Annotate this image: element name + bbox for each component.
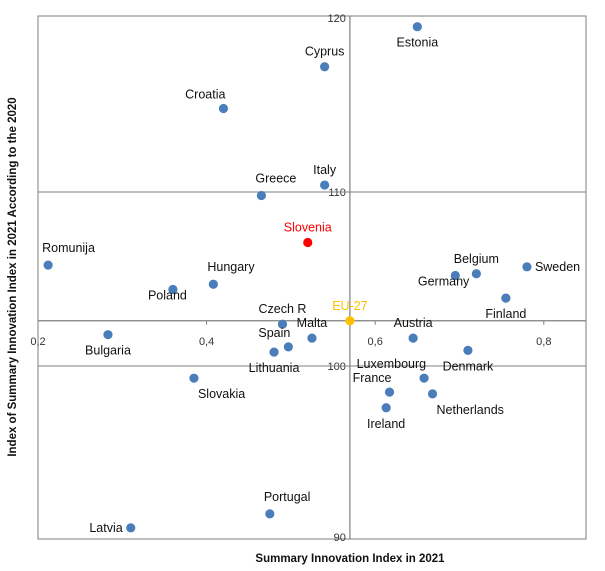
point-ireland (381, 403, 391, 413)
point-bulgaria (103, 330, 113, 340)
point-belgium (471, 269, 481, 279)
label-croatia: Croatia (185, 87, 225, 101)
x-tick-label: 0,2 (30, 336, 45, 348)
x-axis-title: Summary Innovation Index in 2021 (255, 553, 445, 565)
point-eu-27 (345, 316, 355, 326)
y-tick-label: 110 (328, 187, 346, 199)
point-slovakia (189, 373, 199, 383)
point-croatia (218, 103, 229, 114)
point-lithuania (269, 347, 279, 357)
point-romunija (43, 260, 53, 270)
label-estonia: Estonia (396, 36, 438, 50)
label-poland: Poland (148, 288, 187, 302)
label-finland: Finland (485, 307, 526, 321)
point-spain (283, 342, 293, 352)
point-luxembourg (419, 373, 429, 383)
point-sweden (522, 262, 532, 272)
point-poland (168, 284, 178, 295)
x-tick-label: 0,6 (368, 336, 383, 348)
point-austria (408, 333, 418, 343)
point-greece (256, 190, 266, 201)
x-tick-label: 0,4 (199, 336, 214, 348)
label-czech-r: Czech R (259, 302, 307, 316)
point-estonia (412, 22, 422, 32)
point-italy (320, 180, 330, 190)
label-cyprus: Cyprus (305, 45, 345, 59)
point-hungary (208, 279, 218, 289)
label-spain: Spain (258, 326, 290, 340)
label-germany: Germany (418, 275, 470, 289)
label-denmark: Denmark (443, 359, 494, 373)
label-netherlands: Netherlands (437, 403, 504, 417)
plot-frame (37, 15, 587, 540)
label-slovakia: Slovakia (198, 387, 245, 401)
label-sweden: Sweden (535, 260, 580, 274)
point-netherlands (427, 389, 438, 399)
label-portugal: Portugal (264, 490, 311, 504)
label-ireland: Ireland (367, 417, 405, 431)
point-germany (450, 270, 460, 281)
label-italy: Italy (313, 163, 337, 177)
point-portugal (265, 509, 275, 519)
y-tick-label: 100 (328, 361, 346, 373)
point-czech-r (277, 319, 288, 329)
point-denmark (463, 345, 473, 355)
label-latvia: Latvia (89, 521, 122, 535)
label-slovenia: Slovenia (284, 220, 332, 234)
label-malta: Malta (297, 316, 328, 330)
y-tick-label: 120 (328, 13, 346, 25)
label-lithuania: Lithuania (249, 361, 300, 375)
label-greece: Greece (255, 171, 296, 185)
y-axis-title: Index of Summary Innovation Index in 202… (7, 97, 19, 456)
label-luxembourg: Luxembourg (357, 357, 427, 371)
y-tick-label: 90 (334, 532, 346, 544)
point-latvia (126, 523, 136, 533)
point-finland (501, 293, 511, 303)
point-cyprus (320, 62, 330, 72)
label-romunija: Romunija (42, 241, 95, 255)
label-hungary: Hungary (207, 260, 255, 274)
label-bulgaria: Bulgaria (85, 344, 131, 358)
label-austria: Austria (394, 316, 433, 330)
point-slovenia (303, 237, 313, 248)
label-eu-27: EU-27 (332, 299, 367, 313)
point-malta (307, 333, 317, 343)
label-belgium: Belgium (454, 252, 499, 266)
point-france (384, 387, 395, 397)
label-france: France (353, 371, 392, 385)
x-tick-label: 0,8 (536, 336, 551, 348)
